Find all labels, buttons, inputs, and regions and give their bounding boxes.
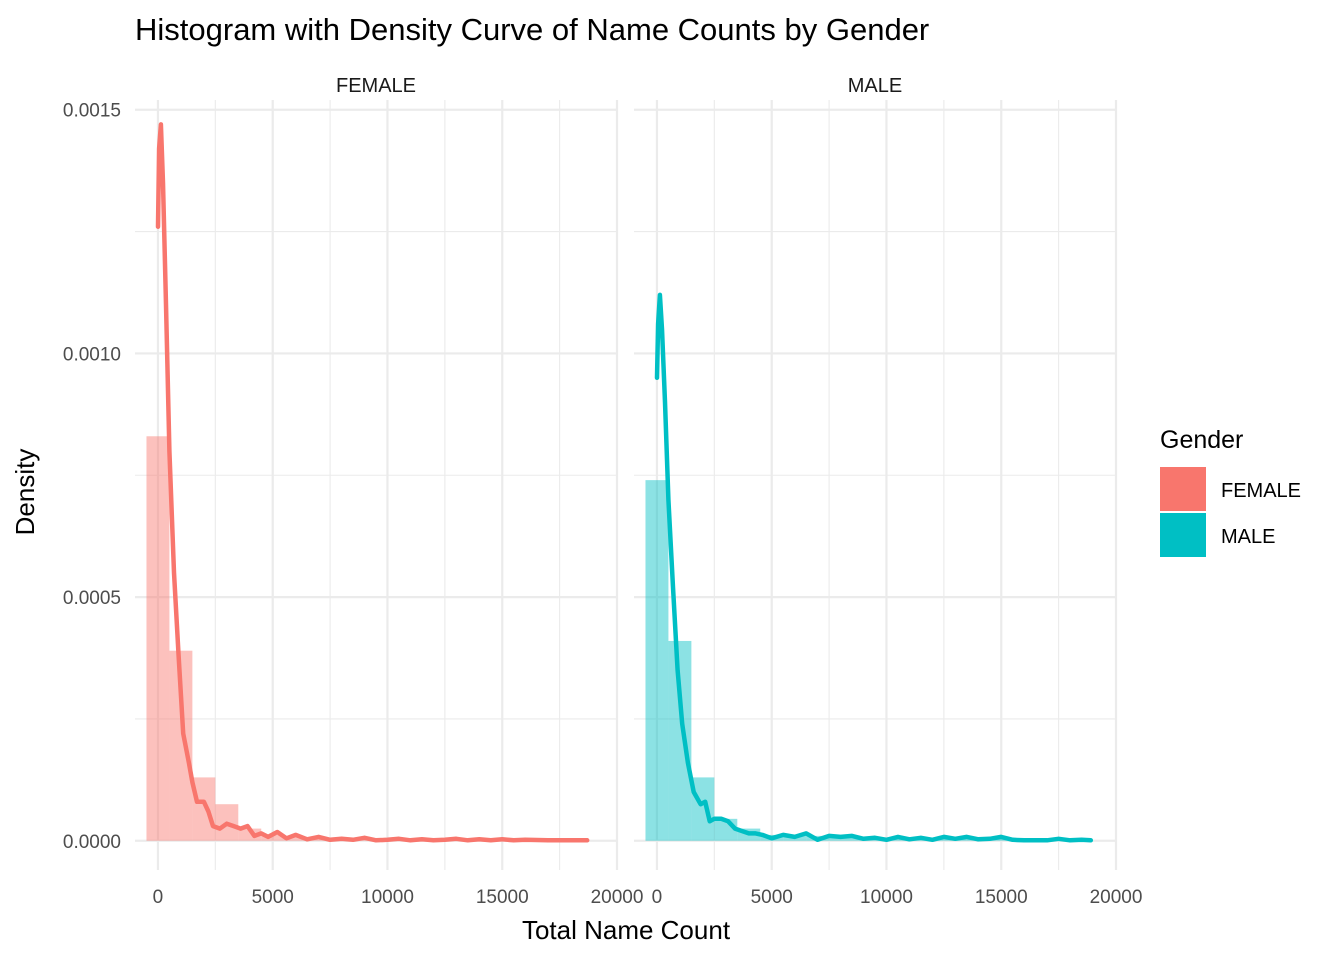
facet-label-female: FEMALE bbox=[336, 75, 416, 97]
legend: Gender FEMALE MALE bbox=[1160, 426, 1301, 557]
histogram-bar bbox=[146, 436, 170, 841]
x-tick-label: 5000 bbox=[751, 887, 793, 908]
histogram-bar bbox=[645, 480, 669, 841]
x-tick-label: 10000 bbox=[361, 887, 414, 908]
histogram-bar bbox=[169, 650, 193, 841]
histogram-bar bbox=[307, 838, 331, 841]
x-tick-label: 15000 bbox=[975, 887, 1028, 908]
y-axis-title: Density bbox=[10, 449, 40, 536]
x-tick-label: 5000 bbox=[252, 887, 294, 908]
legend-label-female: FEMALE bbox=[1221, 480, 1301, 502]
histogram-bar bbox=[284, 836, 308, 841]
legend-label-male: MALE bbox=[1221, 526, 1275, 548]
histogram-bar bbox=[261, 834, 285, 841]
y-tick-label: 0.0000 bbox=[63, 832, 121, 853]
legend-key-male bbox=[1160, 513, 1206, 557]
x-tick-label: 0 bbox=[652, 887, 663, 908]
panel-male: MALE 0 5000 10000 15000 20000 bbox=[634, 75, 1142, 908]
density-curve bbox=[654, 292, 1094, 843]
legend-title: Gender bbox=[1160, 426, 1243, 454]
x-tick-label: 10000 bbox=[860, 887, 913, 908]
x-tick-label: 20000 bbox=[591, 887, 644, 908]
legend-key-female bbox=[1160, 467, 1206, 511]
histogram-bar bbox=[668, 640, 692, 841]
y-tick-label: 0.0010 bbox=[63, 344, 121, 365]
chart-title: Histogram with Density Curve of Name Cou… bbox=[135, 12, 929, 47]
y-tick-label: 0.0005 bbox=[63, 588, 121, 609]
x-tick-label: 0 bbox=[153, 887, 164, 908]
y-tick-label: 0.0015 bbox=[63, 101, 121, 122]
x-tick-label: 15000 bbox=[476, 887, 529, 908]
density-curve bbox=[155, 122, 590, 843]
histogram-bar bbox=[192, 777, 216, 841]
histogram-bar bbox=[989, 838, 1013, 841]
panel-female: FEMALE 0 5000 10000 15000 20000 0.0000 0.0005 0.… bbox=[63, 75, 644, 908]
facet-label-male: MALE bbox=[848, 75, 902, 97]
facet-panels: FEMALE 0 5000 10000 15000 20000 0.0000 0.0005 0.… bbox=[63, 75, 1143, 908]
histogram-bar bbox=[691, 777, 715, 841]
x-axis-title: Total Name Count bbox=[522, 915, 731, 945]
x-tick-label: 20000 bbox=[1090, 887, 1143, 908]
